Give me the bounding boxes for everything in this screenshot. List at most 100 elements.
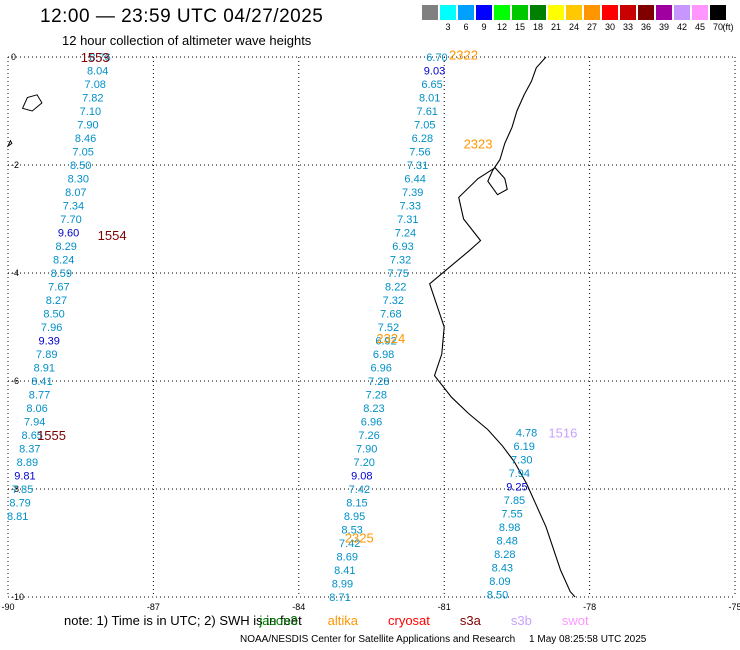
wave-height-label: 7.67: [48, 282, 69, 294]
scale-label: 36: [640, 22, 651, 32]
wave-height-label: 7.70: [60, 214, 81, 226]
wave-height-label: 8.77: [29, 390, 50, 402]
wave-height-label: 9.03: [424, 66, 445, 78]
wave-height-label: 8.22: [385, 282, 406, 294]
y-tick-label: -2: [11, 160, 19, 170]
wave-height-label: 9.08: [351, 471, 372, 483]
wave-height-label: 9.81: [14, 471, 35, 483]
scale-swatch: [458, 5, 474, 20]
footer-note: note: 1) Time is in UTC; 2) SWH is in fe…: [64, 613, 589, 628]
scale-label: 12: [496, 22, 507, 32]
scale-swatch: [512, 5, 528, 20]
wave-height-label: 8.06: [26, 403, 47, 415]
satellite-swot: swot: [561, 613, 589, 628]
wave-height-label: 7.90: [356, 444, 377, 456]
scale-swatch: [674, 5, 690, 20]
wave-height-label: 7.28: [368, 376, 389, 388]
wave-height-label: 8.43: [492, 562, 513, 574]
scale-label: 9: [481, 22, 487, 32]
y-tick-label: -8: [11, 484, 19, 494]
wave-height-label: 7.10: [80, 106, 101, 118]
pass-number: 1553: [81, 50, 110, 65]
wave-height-label: 7.96: [41, 322, 62, 334]
scale-label: 27: [586, 22, 597, 32]
pass-number: 1516: [548, 425, 577, 440]
wave-height-label: 8.53: [341, 525, 362, 537]
wave-height-label: 8.07: [65, 187, 86, 199]
wave-height-label: 7.94: [24, 417, 45, 429]
x-tick-label: -78: [583, 602, 596, 612]
wave-height-label: 7.31: [397, 214, 418, 226]
wave-height-label: 8.59: [51, 268, 72, 280]
y-tick-label: -10: [11, 592, 24, 602]
wave-height-label: 8.50: [70, 160, 91, 172]
scale-swatch: [566, 5, 582, 20]
scale-swatch: [638, 5, 654, 20]
wave-height-label: 7.89: [36, 349, 57, 361]
wave-height-label: 7.24: [395, 228, 416, 240]
scale-label: 15: [514, 22, 525, 32]
wave-height-label: 6.44: [404, 174, 425, 186]
map-subtitle: 12 hour collection of altimeter wave hei…: [62, 33, 312, 48]
scale-label: 39: [658, 22, 669, 32]
wave-height-label: 8.98: [499, 522, 520, 534]
wave-height-label: 6.96: [370, 363, 391, 375]
lat-lon-grid: [7, 56, 736, 598]
wave-height-label: 8.29: [55, 241, 76, 253]
scale-swatch: [440, 5, 456, 20]
scale-swatch: [494, 5, 510, 20]
wave-height-label: 7.39: [402, 187, 423, 199]
wave-height-label: 7.56: [409, 147, 430, 159]
wave-height-label: 6.70: [426, 52, 447, 64]
wave-height-label: 7.05: [414, 120, 435, 132]
scale-swatch: [602, 5, 618, 20]
wave-height-label: 8.15: [346, 498, 367, 510]
wave-height-label: 6.92: [375, 336, 396, 348]
wave-height-label: 7.26: [358, 430, 379, 442]
wave-height-label: 8.28: [494, 549, 515, 561]
wave-height-label: 8.69: [337, 552, 358, 564]
wave-height-label: 9.39: [38, 336, 59, 348]
wave-height-label: 7.08: [85, 79, 106, 91]
wave-height-label: 4.78: [516, 427, 537, 439]
wave-height-label: 7.33: [400, 201, 421, 213]
satellite-legend: jason3 altika cryosat s3a s3b swot: [259, 613, 589, 628]
satellite-cryosat: cryosat: [387, 613, 430, 628]
satellite-s3b: s3b: [510, 613, 532, 628]
note-text: note: 1) Time is in UTC; 2) SWH is in fe…: [64, 613, 302, 628]
x-tick-label: -81: [438, 602, 451, 612]
pass-labels: 1553 1554 1555 2322 2323 2324 2325 1516: [37, 47, 577, 545]
credit-line: NOAA/NESDIS Center for Satellite Applica…: [240, 634, 646, 645]
wave-height-label: 9.25: [506, 481, 527, 493]
x-tick-label: -84: [292, 602, 305, 612]
wave-height-label: 8.50: [487, 589, 508, 601]
wave-height-label: 7.28: [366, 390, 387, 402]
wave-height-label: 7.31: [407, 160, 428, 172]
wave-height-label: 8.27: [46, 295, 67, 307]
satellite-s3a: s3a: [459, 613, 481, 628]
wave-height-label: 6.96: [361, 417, 382, 429]
scale-label: 21: [550, 22, 561, 32]
track-altika-2322: 6.709.036.658.017.617.056.287.567.316.44…: [329, 52, 447, 604]
wave-height-label: 8.37: [19, 444, 40, 456]
wave-height-label: 8.01: [419, 93, 440, 105]
credit-text: NOAA/NESDIS Center for Satellite Applica…: [240, 634, 516, 645]
wave-height-label: 8.91: [34, 363, 55, 375]
wave-height-label: 8.71: [329, 592, 350, 604]
wave-height-label: 7.82: [82, 93, 103, 105]
pass-number: 1554: [98, 228, 127, 243]
wave-height-label: 8.23: [363, 403, 384, 415]
pass-number: 2323: [464, 136, 493, 151]
wave-height-label: 8.46: [75, 133, 96, 145]
wave-height-label: 7.85: [504, 495, 525, 507]
wave-height-label: 8.89: [17, 457, 38, 469]
wave-height-label: 7.05: [72, 147, 93, 159]
wave-height-label: 8.65: [22, 430, 43, 442]
wave-height-label: 6.19: [513, 441, 534, 453]
scale-unit: (ft): [722, 22, 734, 32]
scale-swatch: [656, 5, 672, 20]
track-s3b-1516: 4.78 6.197.30 7.949.25 7.857.55 8.988.48 8.28…: [487, 427, 538, 601]
scale-label: 42: [676, 22, 687, 32]
island-outline: [21, 94, 43, 112]
